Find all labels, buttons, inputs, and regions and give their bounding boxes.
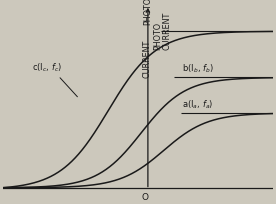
Text: a(I$_{a}$, $f_{a}$): a(I$_{a}$, $f_{a}$) bbox=[182, 98, 214, 110]
Text: c(I$_{c}$, $f_{c}$): c(I$_{c}$, $f_{c}$) bbox=[32, 61, 62, 74]
Text: PHOTO: PHOTO bbox=[143, 0, 152, 25]
Text: CURRENT: CURRENT bbox=[143, 40, 152, 78]
Text: b(I$_{b}$, $f_{b}$): b(I$_{b}$, $f_{b}$) bbox=[182, 62, 214, 75]
Text: PHOTO
CURRENT: PHOTO CURRENT bbox=[153, 12, 172, 50]
Text: O: O bbox=[142, 192, 149, 201]
